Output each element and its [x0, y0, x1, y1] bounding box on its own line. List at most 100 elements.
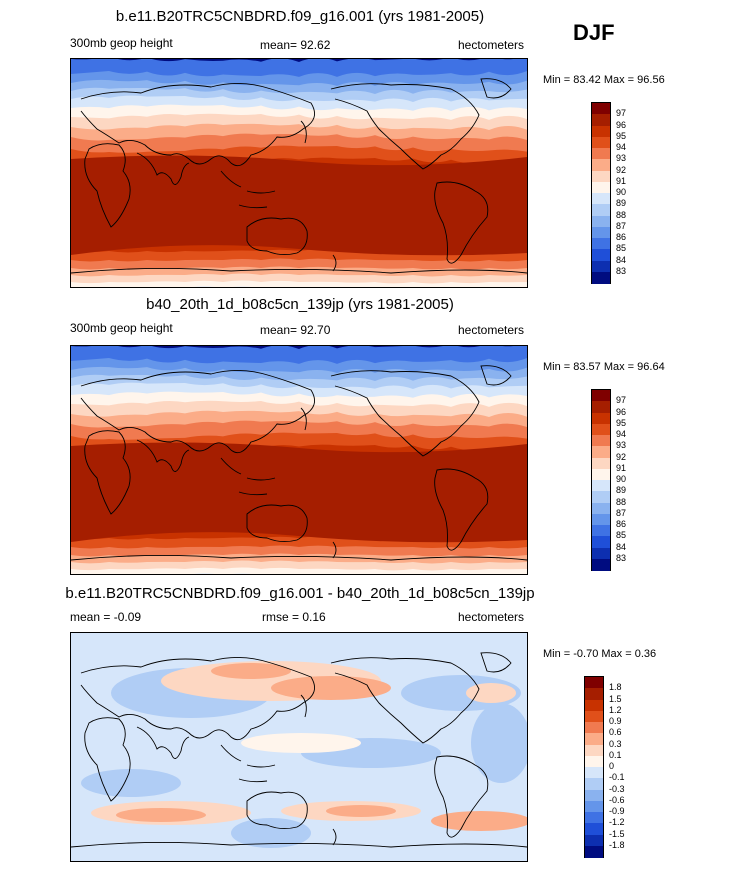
colorbar-swatch	[592, 114, 610, 127]
coastline	[434, 755, 489, 838]
coastline	[80, 370, 316, 454]
coastline	[330, 370, 480, 457]
colorbar-label: 0.6	[609, 727, 622, 738]
coastline	[434, 181, 489, 264]
coastline	[84, 143, 131, 228]
colorbar-label: 83	[616, 552, 627, 563]
colorbar-label: 85	[616, 243, 627, 254]
coastline	[330, 657, 480, 744]
coastline	[246, 504, 308, 543]
colorbar-label: 1.2	[609, 704, 622, 715]
colorbar-swatch	[592, 215, 610, 228]
panel-3-map-svg	[71, 633, 527, 861]
colorbar-label: 95	[616, 130, 627, 141]
colorbar-swatch	[592, 148, 610, 160]
coastline	[71, 554, 527, 561]
colorbar-swatch	[585, 699, 603, 712]
colorbar-swatch	[592, 558, 610, 571]
panel-3-title: b.e11.B20TRC5CNBDRD.f09_g16.001 - b40_20…	[65, 585, 535, 602]
colorbar-swatch	[592, 547, 610, 560]
colorbar-label: 93	[616, 153, 627, 164]
panel-1-units: hectometers	[458, 38, 525, 52]
panel-1-minmax: Min = 83.42 Max = 96.56	[543, 74, 665, 86]
coastline	[246, 217, 308, 256]
colorbar-label: 88	[616, 209, 627, 220]
colorbar-swatch	[592, 480, 610, 492]
coastline	[136, 152, 190, 185]
coastline	[300, 120, 307, 144]
colorbar-swatch	[592, 435, 610, 447]
colorbar-label: 96	[616, 119, 627, 130]
coastline	[84, 430, 131, 515]
colorbar-swatch	[585, 845, 603, 858]
colorbar-label: 88	[616, 496, 627, 507]
colorbar-label: -0.3	[609, 783, 625, 794]
colorbar-swatch	[592, 136, 610, 149]
colorbar-label: 84	[616, 541, 627, 552]
coastline	[80, 83, 316, 167]
panel-1-title: b.e11.B20TRC5CNBDRD.f09_g16.001 (yrs 198…	[115, 8, 485, 25]
colorbar-swatch	[592, 125, 610, 138]
colorbar-label: 91	[616, 175, 627, 186]
colorbar-swatch	[592, 193, 610, 205]
colorbar-swatch	[592, 536, 610, 549]
colorbar-label: 86	[616, 232, 627, 242]
diff-pos-blob	[431, 811, 527, 831]
diff-pos-blob	[211, 663, 291, 679]
colorbar-swatch	[585, 823, 603, 836]
colorbar-swatch	[585, 677, 603, 689]
colorbar-swatch	[592, 170, 610, 183]
coastline	[220, 457, 276, 496]
panel-2-map-svg	[71, 346, 527, 574]
coastline	[220, 170, 276, 209]
coastline	[84, 717, 131, 802]
colorbar-label: 87	[616, 220, 627, 231]
colorbar-label: 84	[616, 254, 627, 265]
panel-2-title: b40_20th_1d_b08c5cn_139jp (yrs 1981-2005…	[146, 296, 454, 313]
colorbar-swatch	[592, 390, 610, 402]
diff-pos-blob	[116, 808, 206, 822]
coastline	[246, 791, 308, 830]
colorbar-label: 0	[609, 761, 615, 771]
colorbar-swatch	[592, 412, 610, 425]
diff-zero-blob	[241, 733, 361, 753]
colorbar-label: -0.1	[609, 772, 625, 783]
colorbar-label: 95	[616, 417, 627, 428]
colorbar-swatch	[592, 525, 610, 537]
panel-2-coastlines	[71, 365, 527, 561]
panel-2-map	[70, 345, 528, 575]
panel-1-variable: 300mb geop height	[70, 36, 173, 50]
colorbar-label: 86	[616, 519, 627, 529]
colorbar-swatch	[585, 688, 603, 701]
colorbar-label: -1.8	[609, 839, 625, 850]
panel-1-map-svg	[71, 59, 527, 287]
coastline	[330, 83, 480, 170]
colorbar-label: 1.8	[609, 682, 622, 693]
coastline	[136, 726, 190, 759]
colorbar-label: 92	[616, 451, 627, 462]
panel-2-minmax: Min = 83.57 Max = 96.64	[543, 361, 665, 373]
colorbar-swatch	[585, 710, 603, 723]
panel-3-units: hectometers	[458, 610, 525, 624]
diff-pos-blob	[271, 676, 391, 700]
colorbar-label: 0.9	[609, 716, 622, 726]
colorbar-label: 90	[616, 187, 627, 197]
colorbar-label: 92	[616, 164, 627, 175]
colorbar-swatch	[592, 513, 610, 526]
season-label: DJF	[573, 20, 615, 45]
panel-1-map	[70, 58, 528, 288]
colorbar-label: 89	[616, 198, 627, 209]
colorbar-swatch	[585, 800, 603, 813]
colorbar-swatch	[585, 767, 603, 779]
colorbar-swatch	[592, 423, 610, 436]
diff-pos-blob	[326, 805, 396, 817]
panel-3-coastlines	[71, 652, 527, 848]
colorbar-swatch	[592, 446, 610, 459]
colorbar-label: 91	[616, 462, 627, 473]
panel-1-mean: mean= 92.62	[260, 38, 331, 52]
panel-2-units: hectometers	[458, 323, 525, 337]
colorbar-label: 96	[616, 406, 627, 417]
panel-3-minmax: Min = -0.70 Max = 0.36	[543, 648, 657, 660]
colorbar-label: 97	[616, 395, 627, 406]
colorbar-label: 90	[616, 474, 627, 484]
